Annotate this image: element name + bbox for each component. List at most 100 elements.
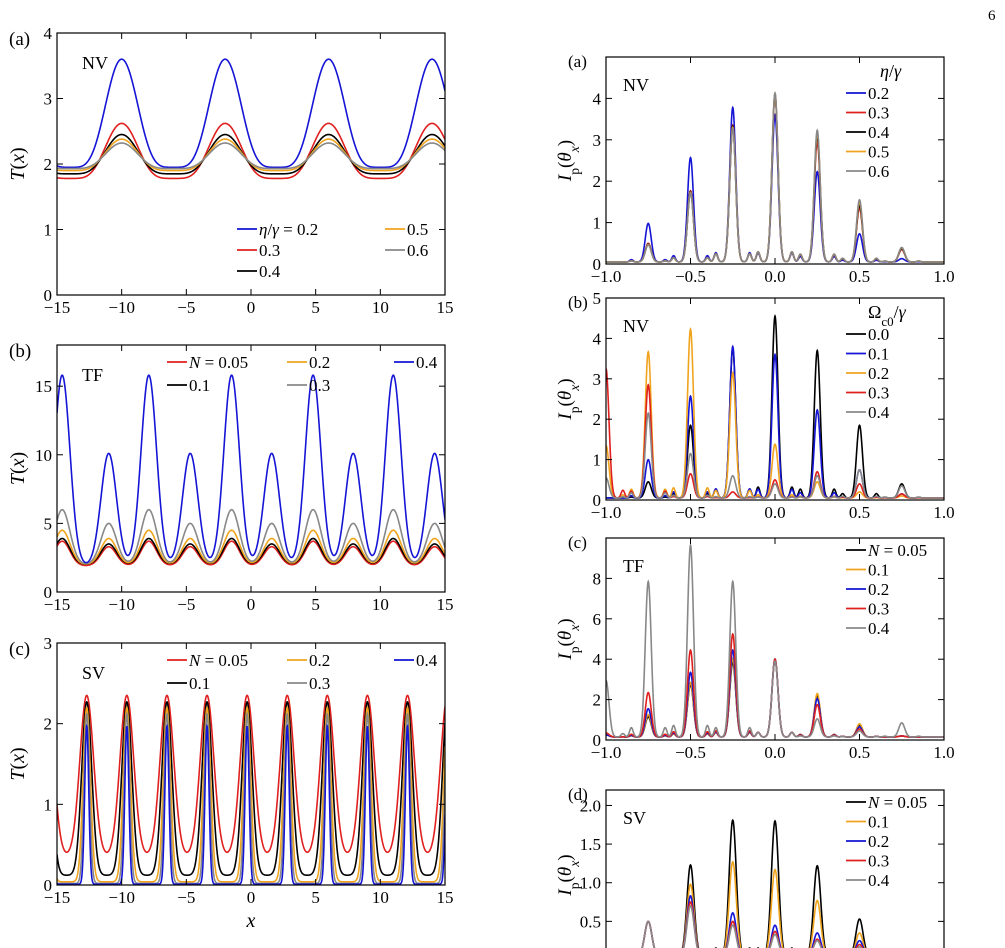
y-tick-label: 1 [44, 795, 53, 814]
legend-label: 0.4 [416, 651, 438, 670]
x-tick-label: −5 [177, 298, 195, 317]
panel-tag: SV [82, 663, 105, 683]
x-tick-label: −10 [108, 595, 135, 614]
legend-label: 0.1 [868, 345, 889, 364]
series-lines [57, 374, 445, 567]
plot-frame [56, 344, 446, 593]
legend: η/γ = 0.2 0.3 0.4 0.5 0.6 [237, 220, 428, 281]
x-tick-label: −0.5 [675, 267, 706, 286]
legend: N = 0.050.10.20.30.4 [167, 651, 438, 693]
chart-right-c: −1.0 −0.5 0.0 0.5 1.0 0 2 4 6 8 (c) TF Ip(θx) N = 0.0… [555, 533, 955, 762]
x-tick-label: 0.5 [849, 743, 870, 762]
x-tick-label: 0.0 [764, 503, 785, 522]
y-tick-label: 1 [593, 214, 602, 233]
legend-label: 0.2 [868, 580, 889, 599]
legend-label: 0.4 [259, 262, 281, 281]
y-tick-label: 0 [593, 731, 602, 750]
x-tick-label: 0.5 [849, 267, 870, 286]
page-number: 6 [988, 8, 996, 24]
panel-label: (d) [568, 785, 588, 804]
legend-label: 0.4 [416, 353, 438, 372]
series-line [57, 700, 445, 877]
x-tick-label: 0 [247, 595, 256, 614]
y-tick-label: 0 [593, 491, 602, 510]
legend-label: η/γ = 0.2 [259, 220, 318, 239]
legend-label: N = 0.05 [188, 353, 248, 372]
panel-tag: SV [623, 808, 646, 828]
legend: η/γ 0.20.30.40.50.6 [846, 61, 902, 181]
legend: N = 0.050.10.20.30.4 [167, 353, 438, 395]
series-line [606, 411, 944, 499]
series-line [641, 901, 864, 948]
x-tick-label: 0 [247, 888, 256, 907]
x-tick-label: −15 [44, 298, 71, 317]
series-line [641, 894, 865, 948]
y-tick-label: 1.5 [580, 835, 601, 854]
x-tick-label: −10 [108, 888, 135, 907]
x-tick-label: 5 [311, 595, 320, 614]
y-tick-label: 8 [593, 569, 602, 588]
series-line [606, 344, 944, 499]
x-axis-label: x [246, 910, 256, 932]
series-line [641, 905, 863, 948]
legend-label: 0.0 [868, 325, 889, 344]
y-tick-label: 2.0 [580, 796, 601, 815]
x-tick-label: 10 [372, 888, 389, 907]
y-tick-label: 2 [44, 715, 53, 734]
legend-label: 0.3 [309, 376, 330, 395]
series-line [606, 658, 944, 738]
x-tick-label: −10 [108, 298, 135, 317]
panel-label: (c) [568, 533, 587, 552]
y-axis-label: Ip(θx) [555, 618, 582, 660]
chart-right-a: −1.0 −0.5 0.0 0.5 1.001234(a)NVIp(θx)η/γ0.20… [555, 52, 955, 286]
legend: N = 0.050.10.20.30.4 [846, 541, 927, 638]
series-line [57, 508, 445, 565]
y-tick-label: 0 [593, 255, 602, 274]
y-tick-label: 3 [44, 634, 53, 653]
series-lines [57, 694, 445, 885]
x-tick-label: 15 [437, 595, 454, 614]
chart-left-c: −15 −10 −5 0 5 10 15 0 1 2 3 (c) SV T(x) x N = 0.05 0.1 0… [7, 634, 454, 932]
series-lines [641, 818, 867, 948]
panel-label: (a) [568, 52, 587, 71]
panel-tag: TF [623, 556, 644, 576]
y-tick-label: 15 [35, 377, 52, 396]
legend-label: 0.2 [309, 651, 330, 670]
legend-label: 0.3 [868, 852, 889, 871]
x-tick-label: 1.0 [933, 743, 954, 762]
y-tick-label: 5 [44, 514, 53, 533]
legend-label: 0.3 [868, 384, 889, 403]
series-line [57, 540, 445, 567]
legend-label: 0.6 [407, 241, 428, 260]
plot-frame [605, 537, 945, 741]
panel-tag: NV [82, 53, 108, 73]
chart-left-a: −15 −10 −5 0 5 10 15 0 1 2 3 4 (a) NV T(x) η/γ = 0.2 0.3… [7, 24, 454, 317]
y-tick-label: 4 [593, 650, 602, 669]
series-lines [606, 314, 944, 499]
y-tick-label: 3 [44, 90, 53, 109]
x-tick-label: −1.0 [591, 267, 622, 286]
y-axis-label: T(x) [7, 747, 29, 780]
x-tick-label: 10 [372, 595, 389, 614]
legend-label: 0.2 [868, 364, 889, 383]
series-line [57, 58, 445, 169]
panel-tag: TF [82, 365, 103, 385]
x-tick-label: 5 [311, 298, 320, 317]
x-tick-label: 1.0 [933, 503, 954, 522]
x-tick-label: 0.5 [849, 503, 870, 522]
legend-label: N = 0.05 [867, 541, 927, 560]
series-line [57, 133, 445, 175]
y-tick-label: 3 [593, 370, 602, 389]
y-tick-label: 10 [35, 446, 52, 465]
y-axis-label: Ip(θx) [555, 854, 582, 896]
y-tick-label: 6 [593, 610, 602, 629]
series-lines [606, 91, 944, 263]
legend-label: 0.2 [868, 84, 889, 103]
y-axis-label: Ip(θx) [555, 140, 582, 182]
series-line [606, 314, 944, 499]
legend-label: 0.6 [868, 162, 889, 181]
y-tick-label: 2 [593, 691, 602, 710]
x-tick-label: −5 [177, 888, 195, 907]
x-tick-label: −1.0 [591, 743, 622, 762]
